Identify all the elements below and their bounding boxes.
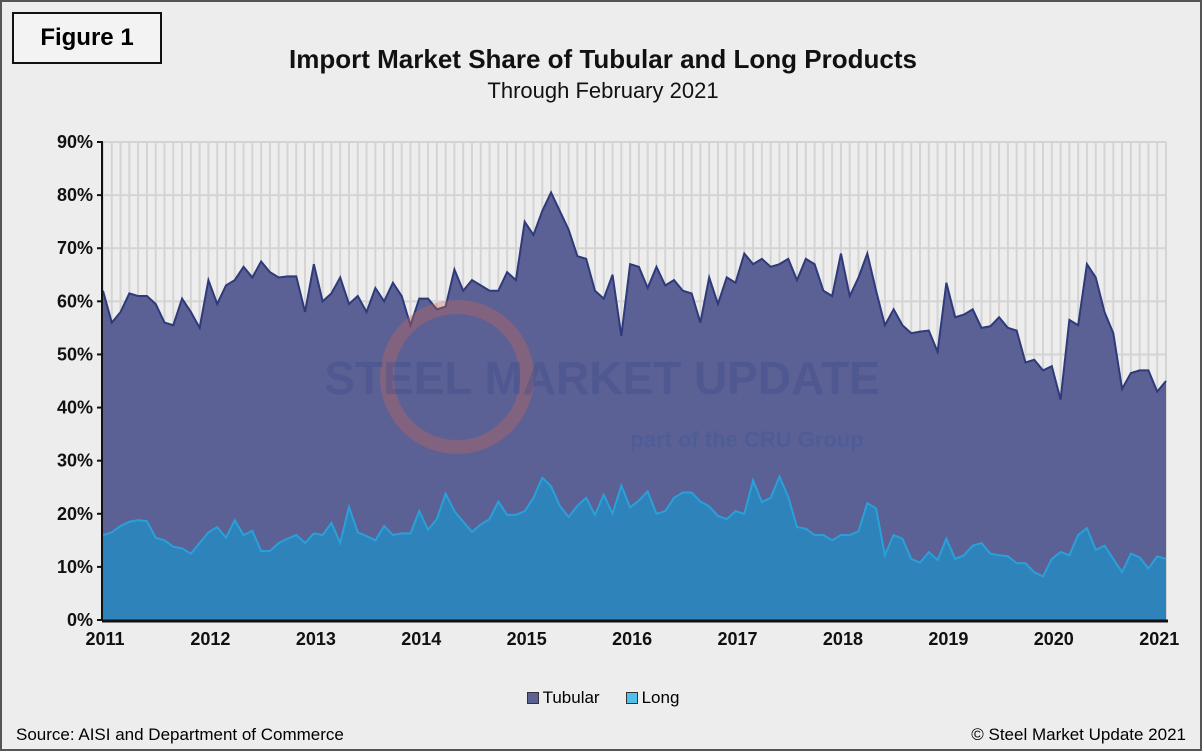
x-tick-label: 2016 (612, 629, 652, 649)
y-tick-label: 40% (57, 398, 93, 418)
legend-swatch-long (625, 692, 638, 704)
area-long (103, 476, 1166, 620)
chart-subtitle: Through February 2021 (487, 78, 719, 103)
x-tick-label: 2013 (296, 629, 336, 649)
x-tick-label: 2017 (718, 629, 758, 649)
line-long (102, 474, 1167, 578)
source-note: Source: AISI and Department of Commerce (16, 725, 344, 744)
y-tick-label: 20% (57, 504, 93, 524)
legend-swatch-tubular (526, 692, 539, 704)
watermark-logo-ring (380, 300, 534, 454)
legend-item-long: Long (625, 688, 680, 708)
x-tick-label: 2020 (1034, 629, 1074, 649)
x-tick-label: 2015 (507, 629, 547, 649)
y-tick-label: 0% (67, 610, 93, 630)
legend-item-tubular: Tubular (526, 688, 600, 708)
y-tick-label: 10% (57, 557, 93, 577)
legend-label: Tubular (542, 688, 600, 707)
x-tick-label: 2021 (1139, 629, 1179, 649)
legend: Tubular Long (2, 688, 1200, 708)
x-tick-label: 2011 (85, 629, 124, 649)
copyright-note: © Steel Market Update 2021 (971, 725, 1186, 744)
line-tubular (102, 190, 1167, 400)
x-tick-label: 2014 (401, 629, 441, 649)
figure-label: Figure 1 (12, 12, 162, 64)
x-tick-label: 2019 (928, 629, 968, 649)
y-tick-label: 70% (57, 238, 93, 258)
y-tick-label: 60% (57, 291, 93, 311)
watermark-text: STEEL MARKET UPDATE (324, 352, 879, 404)
y-tick-label: 80% (57, 185, 93, 205)
watermark-subtext: part of the CRU Group (630, 427, 863, 452)
x-tick-label: 2018 (823, 629, 863, 649)
x-tick-label: 2012 (190, 629, 230, 649)
legend-label: Long (641, 688, 680, 707)
area-tubular (103, 192, 1166, 620)
y-tick-label: 50% (57, 344, 93, 364)
chart-title: Import Market Share of Tubular and Long … (289, 44, 917, 74)
y-tick-label: 30% (57, 451, 93, 471)
y-tick-label: 90% (57, 132, 93, 152)
